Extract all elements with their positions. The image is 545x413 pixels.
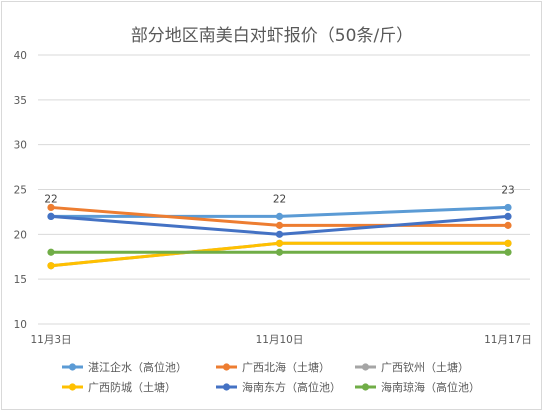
legend-label: 海南东方（高位池） xyxy=(242,380,341,394)
series-lines xyxy=(47,203,512,270)
y-tick-label: 25 xyxy=(14,185,27,197)
legend-label: 广西防城（土塘） xyxy=(88,380,176,394)
x-tick-label: 11月3日 xyxy=(30,334,71,346)
legend-item: 海南东方（高位池） xyxy=(216,380,341,394)
legend-label: 海南琼海（高位池） xyxy=(381,380,480,394)
legend: 湛江企水（高位池） 广西北海（土塘） 广西钦州（土塘） 广西防城（土塘） 海南东方（高位… xyxy=(62,360,480,394)
legend-marker xyxy=(68,383,77,391)
data-point xyxy=(275,221,284,229)
data-point xyxy=(47,212,55,220)
data-label: 22 xyxy=(273,193,286,205)
x-tick-label: 11月10日 xyxy=(256,334,304,346)
data-point xyxy=(504,221,512,229)
x-tick-label: 11月17日 xyxy=(484,334,532,346)
data-point xyxy=(275,230,284,238)
legend-item: 湛江企水（高位池） xyxy=(62,360,187,374)
y-tick-label: 40 xyxy=(14,50,27,62)
data-point xyxy=(275,212,284,220)
y-tick-label: 10 xyxy=(14,319,27,331)
data-point xyxy=(47,248,55,256)
data-point xyxy=(504,248,512,256)
data-point xyxy=(275,239,284,247)
data-point xyxy=(47,262,55,270)
legend-label: 广西北海（土塘） xyxy=(242,360,330,374)
y-tick-label: 15 xyxy=(14,274,27,286)
legend-item: 广西防城（土塘） xyxy=(62,380,176,394)
series-1 xyxy=(47,203,512,229)
legend-marker xyxy=(222,383,231,391)
y-tick-label: 35 xyxy=(14,95,27,107)
legend-item: 海南琼海（高位池） xyxy=(355,380,480,394)
legend-item: 广西北海（土塘） xyxy=(216,360,330,374)
series-4 xyxy=(47,212,512,238)
legend-item: 广西钦州（土塘） xyxy=(355,360,469,374)
y-axis-ticks: 10 15 20 25 30 35 40 xyxy=(14,50,27,331)
data-point xyxy=(504,239,512,247)
series-5 xyxy=(47,248,512,256)
chart-title: 部分地区南美白对虾报价（50条/斤） xyxy=(131,26,413,46)
y-tick-label: 30 xyxy=(14,140,27,152)
data-point xyxy=(47,203,55,212)
legend-marker xyxy=(361,363,370,371)
data-label: 23 xyxy=(501,184,514,196)
y-tick-label: 20 xyxy=(14,229,27,241)
gridlines xyxy=(38,54,530,325)
data-point xyxy=(275,248,284,256)
legend-marker xyxy=(68,363,77,371)
legend-label: 广西钦州（土塘） xyxy=(381,360,469,374)
x-axis-ticks: 11月3日 11月10日 11月17日 xyxy=(30,334,531,346)
legend-label: 湛江企水（高位池） xyxy=(88,360,187,374)
data-point xyxy=(504,212,512,220)
data-point xyxy=(504,203,512,212)
legend-marker xyxy=(222,363,231,371)
data-label: 22 xyxy=(44,193,57,205)
legend-marker xyxy=(361,383,370,391)
series-3 xyxy=(47,239,512,270)
data-labels: 22 22 23 xyxy=(44,184,514,205)
